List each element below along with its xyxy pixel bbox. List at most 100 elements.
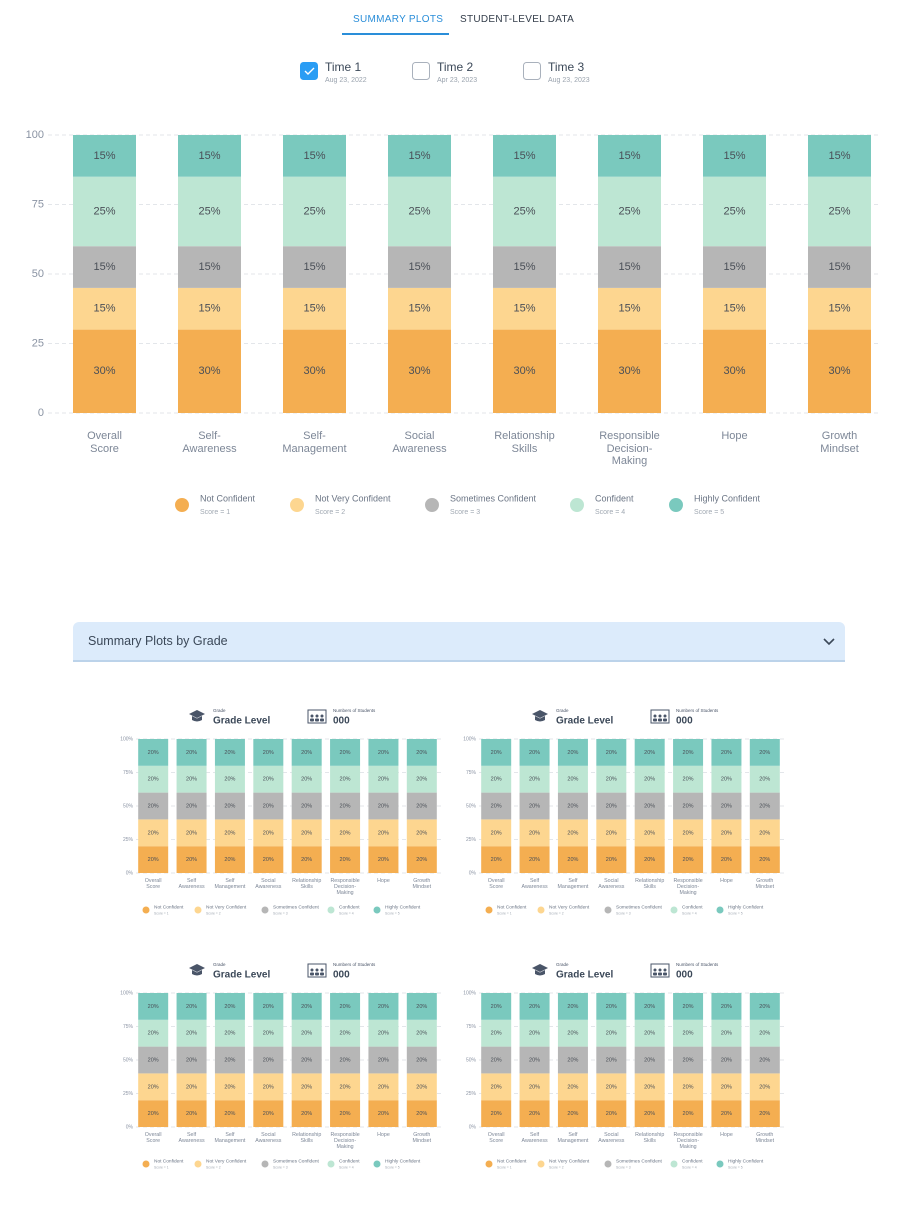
value-label: 20% xyxy=(683,803,694,809)
bar-segment xyxy=(291,1100,322,1127)
accordion[interactable]: Summary Plots by Grade xyxy=(73,622,845,662)
value-label: 20% xyxy=(186,830,197,836)
bar-segment xyxy=(711,792,742,820)
value-label: 20% xyxy=(340,1057,351,1063)
value-label: 15% xyxy=(408,303,430,315)
legend-sublabel: Score = 2 xyxy=(549,1165,564,1169)
time-checkbox[interactable]: Time 3 Aug 23, 2023 xyxy=(523,60,590,84)
bar-segment xyxy=(749,1100,780,1127)
value-label: 20% xyxy=(491,1057,502,1063)
bar-segment xyxy=(673,846,704,873)
bar-segment xyxy=(634,739,665,766)
bar-segment xyxy=(749,1073,780,1101)
bar-segment xyxy=(178,246,241,288)
value-label: 20% xyxy=(224,1084,235,1090)
value-label: 20% xyxy=(416,803,427,809)
bar-segment xyxy=(176,846,207,873)
bar-segment xyxy=(253,1073,284,1101)
bar-segment xyxy=(481,1019,512,1047)
bar-segment xyxy=(368,819,399,847)
value-label: 20% xyxy=(263,750,274,756)
bar-segment xyxy=(519,819,550,847)
bar-segment xyxy=(673,765,704,793)
legend-label: Not Confident xyxy=(154,905,184,911)
legend-label: Highly Confident xyxy=(728,1159,764,1165)
x-tick-label: Hope xyxy=(377,878,390,884)
value-label: 25% xyxy=(723,205,745,217)
bar-segment xyxy=(481,739,512,766)
value-label: 30% xyxy=(828,365,850,377)
bar-segment xyxy=(330,1046,361,1074)
bar-segment xyxy=(634,1073,665,1101)
grade-value: Grade Level xyxy=(213,716,270,727)
x-tick-label: Social Awareness xyxy=(255,878,282,891)
bar-segment xyxy=(253,846,284,873)
y-tick-label: 25% xyxy=(123,1091,134,1097)
bar-segment xyxy=(388,135,451,177)
value-label: 20% xyxy=(148,1057,159,1063)
bar-segment xyxy=(749,1046,780,1074)
bar-segment xyxy=(749,1019,780,1047)
bar-segment xyxy=(214,792,245,820)
bar-segment xyxy=(493,246,556,288)
value-label: 20% xyxy=(721,830,732,836)
value-label: 25% xyxy=(198,205,220,217)
legend-swatch xyxy=(670,906,678,914)
value-label: 20% xyxy=(683,750,694,756)
bar-segment xyxy=(596,1073,627,1101)
bar-segment xyxy=(368,739,399,766)
bar-segment xyxy=(138,846,169,873)
value-label: 20% xyxy=(148,1004,159,1010)
legend-sublabel: Score = 5 xyxy=(728,1165,743,1169)
value-label: 30% xyxy=(408,365,430,377)
value-label: 15% xyxy=(198,150,220,162)
value-label: 20% xyxy=(224,750,235,756)
legend-swatch xyxy=(261,1160,269,1168)
x-tick-label: Self Management xyxy=(557,1132,589,1145)
value-label: 20% xyxy=(683,777,694,783)
bar-segment xyxy=(368,1100,399,1127)
value-label: 20% xyxy=(224,777,235,783)
bar-segment xyxy=(330,739,361,766)
value-label: 20% xyxy=(378,857,389,863)
bar-segment xyxy=(73,246,136,288)
value-label: 20% xyxy=(224,1111,235,1117)
value-label: 15% xyxy=(513,261,535,273)
bar-segment xyxy=(291,792,322,820)
legend-swatch xyxy=(327,1160,335,1168)
legend-sublabel: Score = 3 xyxy=(616,911,631,915)
legend-swatch xyxy=(485,1160,493,1168)
value-label: 20% xyxy=(301,1084,312,1090)
value-label: 15% xyxy=(828,150,850,162)
students-icon-head xyxy=(310,968,314,972)
x-tick-label: Self-Management xyxy=(282,430,347,455)
tab[interactable]: STUDENT-LEVEL DATA xyxy=(460,14,575,25)
bar-segment xyxy=(176,1046,207,1074)
bar-segment xyxy=(557,1019,588,1047)
time-checkbox[interactable]: Time 2 Apr 23, 2023 xyxy=(412,60,478,84)
bar-segment xyxy=(481,846,512,873)
time-label: Time 3 xyxy=(548,60,585,74)
grade-icon xyxy=(189,710,205,722)
value-label: 20% xyxy=(340,857,351,863)
bar-segment xyxy=(703,246,766,288)
value-label: 20% xyxy=(340,1111,351,1117)
students-icon-head xyxy=(663,968,667,972)
time-checkbox[interactable]: Time 1 Aug 23, 2022 xyxy=(300,60,367,84)
value-label: 20% xyxy=(759,803,770,809)
checkbox xyxy=(300,62,318,80)
bar-segment xyxy=(253,993,284,1020)
value-label: 20% xyxy=(416,1111,427,1117)
students-icon-head xyxy=(320,968,324,972)
bar-segment xyxy=(291,1046,322,1074)
tab[interactable]: SUMMARY PLOTS xyxy=(353,14,444,25)
value-label: 20% xyxy=(340,1031,351,1037)
legend-label: Not Very Confident xyxy=(206,905,247,911)
bar-segment xyxy=(749,765,780,793)
value-label: 20% xyxy=(263,1111,274,1117)
bar-segment xyxy=(176,1019,207,1047)
bar-segment xyxy=(596,1019,627,1047)
legend-label: Not Confident xyxy=(497,905,527,911)
bar-segment xyxy=(703,329,766,413)
value-label: 20% xyxy=(491,750,502,756)
